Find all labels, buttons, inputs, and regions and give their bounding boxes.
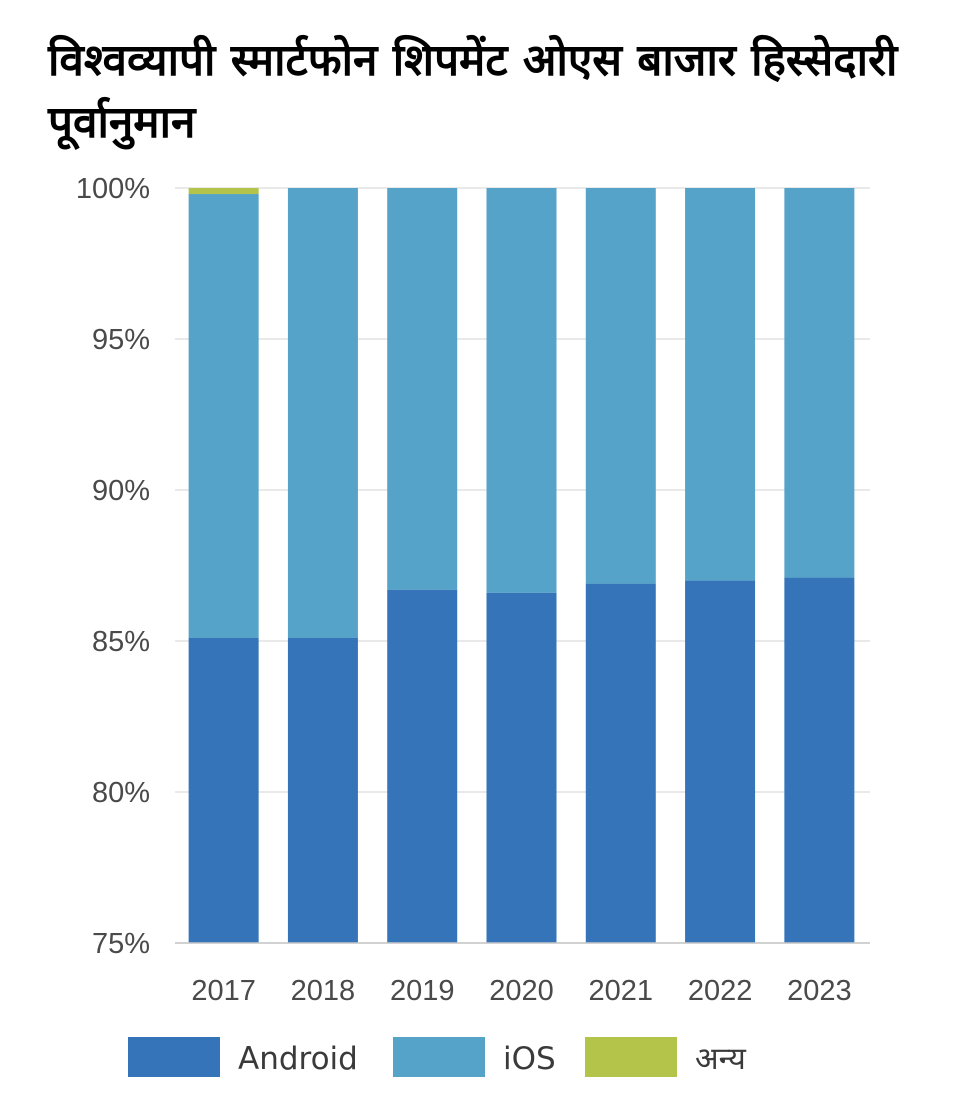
bar-segment-android <box>287 637 358 943</box>
bar-segment-अन्य <box>188 188 259 195</box>
bar-segment-android <box>387 589 458 943</box>
y-tick-label: 75% <box>92 928 150 960</box>
x-tick-label: 2020 <box>489 975 554 1007</box>
bar-segment-ios <box>784 188 855 578</box>
bar-segment-android <box>685 580 756 943</box>
y-tick-label: 80% <box>92 777 150 809</box>
legend-swatch <box>585 1037 677 1077</box>
y-tick-label: 90% <box>92 475 150 507</box>
x-tick-label: 2017 <box>191 975 256 1007</box>
bar-segment-ios <box>287 188 358 638</box>
x-tick-label: 2022 <box>688 975 753 1007</box>
legend-label: अन्य <box>695 1041 747 1077</box>
legend-swatch <box>128 1037 220 1077</box>
x-tick-label: 2018 <box>291 975 356 1007</box>
y-tick-label: 85% <box>92 626 150 658</box>
bar-segment-ios <box>585 188 656 584</box>
legend-swatch <box>393 1037 485 1077</box>
x-tick-label: 2019 <box>390 975 455 1007</box>
x-tick-label: 2021 <box>589 975 654 1007</box>
bar-segment-ios <box>685 188 756 581</box>
bar-segment-android <box>486 592 557 943</box>
bar-segment-ios <box>486 188 557 593</box>
y-tick-label: 100% <box>76 173 150 205</box>
bar-segment-ios <box>387 188 458 590</box>
chart-title: विश्वव्यापी स्मार्टफोन शिपमेंट ओएस बाजार… <box>48 35 898 148</box>
legend-label: iOS <box>503 1041 556 1077</box>
legend-label: Android <box>238 1041 358 1077</box>
bar-segment-android <box>784 577 855 943</box>
x-tick-label: 2023 <box>787 975 852 1007</box>
y-tick-label: 95% <box>92 324 150 356</box>
bar-segment-android <box>585 583 656 943</box>
bar-segment-android <box>188 637 259 943</box>
bar-segment-ios <box>188 194 259 638</box>
